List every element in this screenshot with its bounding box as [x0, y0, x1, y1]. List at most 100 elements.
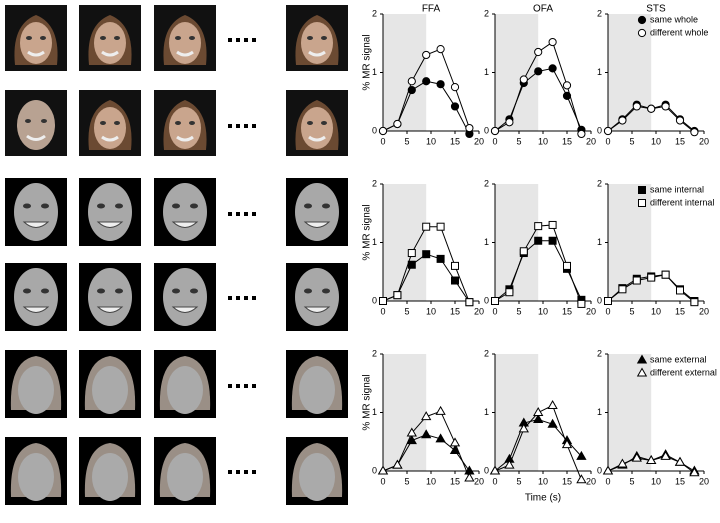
x-tick-label: 20 [474, 306, 484, 316]
x-tick-label: 15 [675, 306, 685, 316]
marker [618, 116, 627, 125]
marker [618, 285, 627, 294]
marker [421, 429, 432, 439]
legend-label: different external [650, 367, 717, 377]
x-tick-label: 15 [562, 306, 572, 316]
stimulus-block [495, 184, 539, 301]
x-tick-label: 0 [380, 306, 385, 316]
marker [602, 465, 614, 475]
chart-title: OFA [533, 4, 553, 15]
x-tick-label: 10 [426, 136, 436, 146]
x-tick-label: 15 [675, 136, 685, 146]
x-tick-label: 0 [492, 476, 497, 486]
marker [436, 254, 445, 263]
marker [647, 273, 656, 282]
marker [505, 288, 514, 297]
y-tick-label: 1 [597, 237, 602, 247]
marker [465, 123, 474, 133]
x-tick-label: 5 [516, 136, 521, 146]
x-tick-label: 10 [538, 136, 548, 146]
x-tick-label: 0 [380, 476, 385, 486]
legend-label: same whole [650, 14, 698, 24]
marker [407, 85, 416, 95]
marker [393, 119, 402, 129]
x-tick-label: 15 [450, 476, 460, 486]
x-tick-label: 0 [605, 476, 610, 486]
marker [577, 299, 586, 308]
x-tick-label: 20 [699, 476, 709, 486]
x-tick-label: 0 [492, 136, 497, 146]
marker [422, 250, 431, 259]
y-tick-label: 2 [597, 8, 602, 18]
x-tick-label: 5 [404, 476, 409, 486]
y-tick-label: 2 [372, 348, 377, 358]
face-row [3, 3, 350, 505]
y-tick-label: 1 [484, 237, 489, 247]
marker [407, 260, 416, 269]
x-tick-label: 0 [380, 136, 385, 146]
x-tick-label: 0 [605, 136, 610, 146]
marker [490, 126, 500, 136]
marker [690, 298, 699, 307]
marker [449, 437, 461, 447]
x-tick-label: 20 [699, 136, 709, 146]
x-tick-label: 20 [586, 136, 596, 146]
marker [547, 399, 558, 409]
marker [631, 452, 642, 462]
legend-marker [637, 28, 647, 38]
y-tick-label: 0 [484, 295, 489, 305]
marker [604, 297, 612, 305]
y-tick-label: 2 [597, 348, 602, 358]
marker [576, 474, 587, 484]
marker [547, 418, 558, 428]
x-tick-label: 20 [586, 476, 596, 486]
marker [489, 465, 501, 475]
chart-title: FFA [422, 4, 441, 15]
marker [491, 297, 499, 305]
x-tick-label: 0 [492, 306, 497, 316]
y-tick-label: 0 [372, 295, 377, 305]
marker [422, 50, 431, 60]
marker [603, 126, 613, 136]
marker [392, 459, 403, 469]
marker [548, 37, 557, 47]
x-tick-label: 0 [605, 306, 610, 316]
y-tick-label: 1 [484, 67, 489, 77]
marker [647, 104, 656, 113]
marker [504, 459, 515, 469]
y-tick-label: 2 [484, 178, 489, 188]
y-tick-label: 1 [372, 407, 377, 417]
x-tick-label: 5 [404, 136, 409, 146]
x-tick-label: 15 [675, 476, 685, 486]
y-tick-label: 0 [484, 465, 489, 475]
marker [562, 81, 572, 90]
x-tick-label: 5 [629, 476, 634, 486]
x-tick-label: 10 [651, 136, 661, 146]
y-tick-label: 0 [372, 125, 377, 135]
marker [407, 249, 416, 258]
x-tick-label: 20 [586, 306, 596, 316]
y-tick-label: 0 [597, 465, 602, 475]
marker [548, 220, 557, 229]
marker [632, 276, 641, 285]
marker [632, 102, 641, 111]
x-tick-label: 15 [450, 306, 460, 316]
y-tick-label: 2 [372, 178, 377, 188]
legend-marker [638, 199, 646, 207]
marker [689, 467, 700, 477]
marker [436, 45, 445, 54]
x-tick-label: 10 [426, 476, 436, 486]
stimulus-block [495, 14, 539, 131]
marker [436, 222, 445, 231]
y-axis-label: % MR signal [362, 34, 373, 90]
marker [534, 236, 543, 245]
y-tick-label: 1 [597, 67, 602, 77]
marker [534, 222, 543, 231]
x-tick-label: 10 [651, 476, 661, 486]
x-axis-label: Time (s) [525, 493, 561, 504]
x-tick-label: 15 [562, 136, 572, 146]
marker [674, 456, 686, 466]
marker [576, 450, 587, 460]
marker [406, 435, 417, 445]
marker [534, 47, 543, 57]
